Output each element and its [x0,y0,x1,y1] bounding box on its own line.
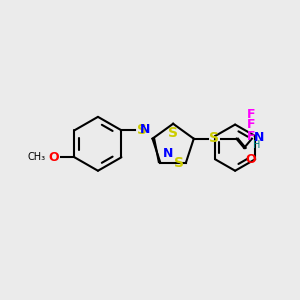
Text: S: S [137,123,147,136]
Text: F: F [247,118,255,131]
Text: F: F [247,130,255,142]
Text: O: O [246,152,256,166]
Text: N: N [163,148,173,160]
Text: F: F [247,108,255,121]
Text: S: S [168,126,178,140]
Text: S: S [174,156,184,170]
Text: N: N [254,131,264,144]
Text: N: N [140,123,150,136]
Text: O: O [48,151,59,164]
Text: S: S [209,131,219,145]
Text: CH₃: CH₃ [28,152,46,162]
Text: H: H [254,140,261,150]
